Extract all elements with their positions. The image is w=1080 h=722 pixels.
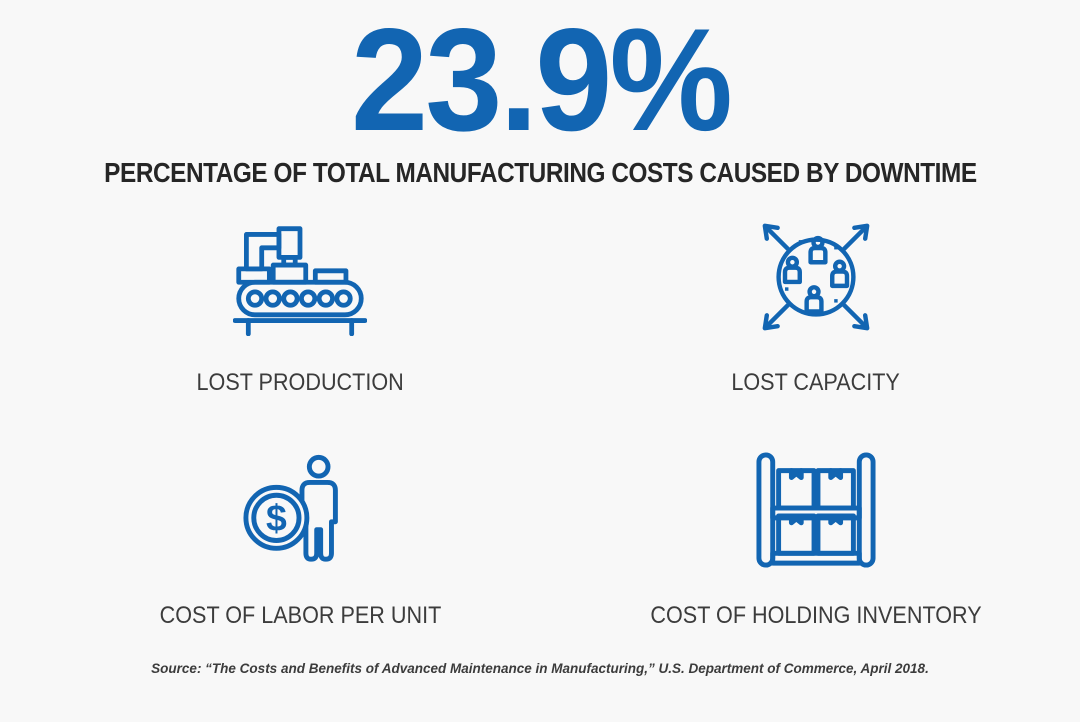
item-cost-of-labor: $ COST OF LABOR PER UNIT bbox=[0, 448, 600, 631]
item-label-cost-of-holding-inventory: COST OF HOLDING INVENTORY bbox=[650, 602, 982, 630]
page-title-text: PERCENTAGE OF TOTAL MANUFACTURING COSTS … bbox=[103, 156, 977, 188]
source-note: Source: “The Costs and Benefits of Advan… bbox=[151, 661, 929, 677]
inventory-shelf-icon bbox=[751, 448, 881, 572]
stat-value-text: 23.9% bbox=[350, 0, 732, 161]
conveyor-production-icon bbox=[233, 215, 367, 339]
item-label-lost-capacity: LOST CAPACITY bbox=[731, 369, 901, 397]
item-label-cost-of-labor: COST OF LABOR PER UNIT bbox=[159, 602, 441, 630]
capacity-people-globe-icon bbox=[755, 215, 877, 339]
stat-value: 23.9% bbox=[0, 0, 1080, 156]
item-cost-of-holding-inventory: COST OF HOLDING INVENTORY bbox=[600, 448, 1032, 631]
dollar-coin-person-icon: $ bbox=[241, 448, 359, 572]
dollar-sign-glyph: $ bbox=[266, 497, 287, 539]
page-title: PERCENTAGE OF TOTAL MANUFACTURING COSTS … bbox=[0, 156, 1080, 190]
item-lost-capacity: LOST CAPACITY bbox=[600, 215, 1032, 398]
item-lost-production: LOST PRODUCTION bbox=[0, 215, 600, 398]
item-label-lost-production: LOST PRODUCTION bbox=[196, 369, 404, 397]
cost-factors-grid: LOST PRODUCTION bbox=[0, 215, 1080, 631]
